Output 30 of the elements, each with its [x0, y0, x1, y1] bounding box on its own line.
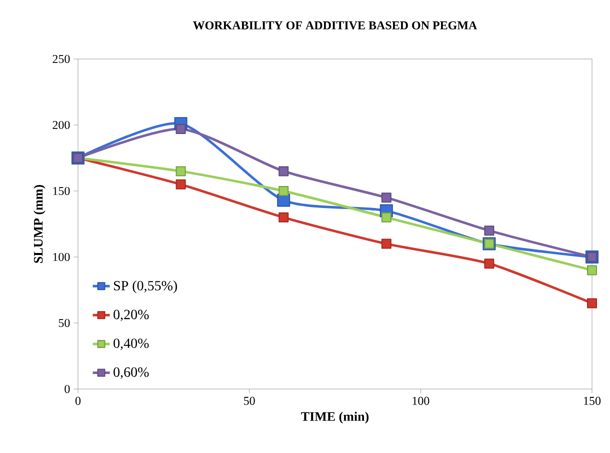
point: [176, 166, 186, 176]
y-tick-label: 0: [64, 384, 70, 394]
y-tick-label: 200: [52, 120, 70, 130]
point: [278, 166, 289, 176]
point: [278, 212, 289, 222]
point: [381, 192, 392, 203]
x-tick-label: 0: [75, 396, 81, 405]
legend-label: SP (0,55%): [114, 280, 177, 294]
legend-label: 0,40%: [114, 338, 149, 350]
x-tick-label: 150: [584, 396, 601, 405]
point: [484, 258, 494, 269]
y-tick-label: 150: [53, 186, 70, 196]
y-tick-label: 250: [52, 54, 70, 64]
point: [587, 265, 598, 276]
point: [381, 238, 392, 249]
chart-title: WORKABILITY OF ADDITIVE BASED ON PEGMA: [192, 21, 478, 30]
y-tick-label: 50: [58, 318, 70, 328]
point: [587, 298, 598, 308]
legend-label: 0,60%: [114, 367, 149, 379]
point: [381, 212, 392, 222]
x-tick-label: 100: [412, 396, 430, 405]
x-tick-label: 50: [244, 396, 255, 405]
y-axis-title: SLUMP (mm): [34, 185, 46, 263]
point: [176, 124, 186, 134]
point: [176, 179, 186, 190]
legend-label: 0,20%: [114, 310, 149, 322]
x-axis-title: TIME (min): [301, 412, 369, 424]
y-tick-label: 100: [53, 252, 70, 262]
point: [484, 226, 494, 236]
point: [278, 186, 289, 196]
